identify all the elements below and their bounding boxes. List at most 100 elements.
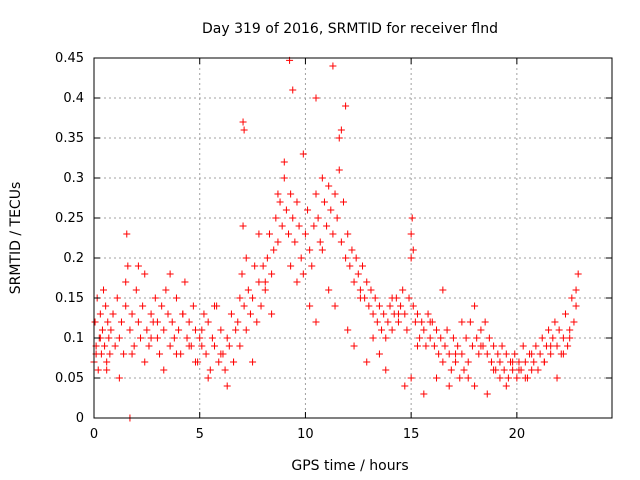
data-point xyxy=(225,342,233,350)
data-point xyxy=(420,326,428,334)
data-point xyxy=(223,334,231,342)
data-point xyxy=(289,86,297,94)
data-point xyxy=(420,390,428,398)
data-point xyxy=(471,382,479,390)
data-point xyxy=(134,262,142,270)
data-point xyxy=(439,286,447,294)
data-point xyxy=(246,310,254,318)
data-point xyxy=(553,374,561,382)
data-point xyxy=(312,318,320,326)
data-point xyxy=(394,318,402,326)
data-point xyxy=(477,326,485,334)
data-point xyxy=(276,198,284,206)
data-point xyxy=(297,254,305,262)
data-point xyxy=(166,342,174,350)
data-point xyxy=(280,174,288,182)
data-point xyxy=(509,358,517,366)
data-point xyxy=(287,190,295,198)
data-point xyxy=(574,270,582,278)
data-point xyxy=(348,246,356,254)
data-point xyxy=(123,230,131,238)
data-point xyxy=(122,278,130,286)
data-point xyxy=(240,126,248,134)
data-point xyxy=(175,326,183,334)
data-point xyxy=(291,238,299,246)
data-point xyxy=(464,358,472,366)
tick-labels: 0 5 10 15 20 0 0.05 0.1 0.15 0.2 0.25 0.3 0.35 0.4 0.4… xyxy=(55,51,525,442)
data-point xyxy=(327,206,335,214)
data-point xyxy=(384,318,392,326)
data-point xyxy=(312,94,320,102)
data-point xyxy=(164,310,172,318)
data-point xyxy=(511,350,519,358)
data-point xyxy=(204,374,212,382)
data-point xyxy=(344,326,352,334)
data-point xyxy=(373,318,381,326)
data-point xyxy=(549,334,557,342)
data-point xyxy=(208,334,216,342)
data-point xyxy=(449,334,457,342)
data-point xyxy=(441,342,449,350)
data-point xyxy=(268,310,276,318)
data-point xyxy=(257,302,265,310)
data-point xyxy=(314,214,322,222)
data-point xyxy=(255,278,263,286)
data-point xyxy=(346,262,354,270)
data-point xyxy=(430,342,438,350)
data-point xyxy=(115,334,123,342)
data-point xyxy=(547,350,555,358)
data-point xyxy=(528,350,536,358)
data-point xyxy=(445,350,453,358)
grid-lines xyxy=(94,58,612,418)
data-point xyxy=(191,326,199,334)
data-point xyxy=(394,310,402,318)
data-point xyxy=(211,342,219,350)
data-point xyxy=(426,334,434,342)
plot-frame xyxy=(93,57,613,419)
data-point xyxy=(329,62,337,70)
data-point xyxy=(572,286,580,294)
data-point xyxy=(411,318,419,326)
y-tick-label: 0.1 xyxy=(63,331,84,346)
data-point xyxy=(183,334,191,342)
data-point xyxy=(295,222,303,230)
data-point xyxy=(143,326,151,334)
data-point xyxy=(181,278,189,286)
data-point xyxy=(452,358,460,366)
data-point xyxy=(198,342,206,350)
data-point xyxy=(447,366,455,374)
data-point xyxy=(204,318,212,326)
data-point xyxy=(168,318,176,326)
data-point xyxy=(179,310,187,318)
data-point xyxy=(329,230,337,238)
y-tick-label: 0.3 xyxy=(63,171,84,186)
data-point xyxy=(232,326,240,334)
data-point xyxy=(191,358,199,366)
data-point xyxy=(490,342,498,350)
data-point xyxy=(437,334,445,342)
data-point xyxy=(502,350,510,358)
data-point xyxy=(555,326,563,334)
data-point xyxy=(485,334,493,342)
data-point xyxy=(401,382,409,390)
data-point xyxy=(120,350,128,358)
data-point xyxy=(285,230,293,238)
data-point xyxy=(287,262,295,270)
data-point xyxy=(318,174,326,182)
data-point xyxy=(545,326,553,334)
y-tick-label: 0.15 xyxy=(55,291,84,306)
data-point xyxy=(496,358,504,366)
data-point xyxy=(559,334,567,342)
data-point xyxy=(399,286,407,294)
data-point xyxy=(263,254,271,262)
x-tick-label: 15 xyxy=(403,427,420,442)
data-points xyxy=(90,56,582,422)
data-point xyxy=(166,270,174,278)
data-point xyxy=(128,310,136,318)
data-point xyxy=(251,262,259,270)
data-point xyxy=(561,310,569,318)
data-point xyxy=(270,246,278,254)
data-point xyxy=(106,350,114,358)
data-point xyxy=(299,270,307,278)
data-point xyxy=(308,262,316,270)
